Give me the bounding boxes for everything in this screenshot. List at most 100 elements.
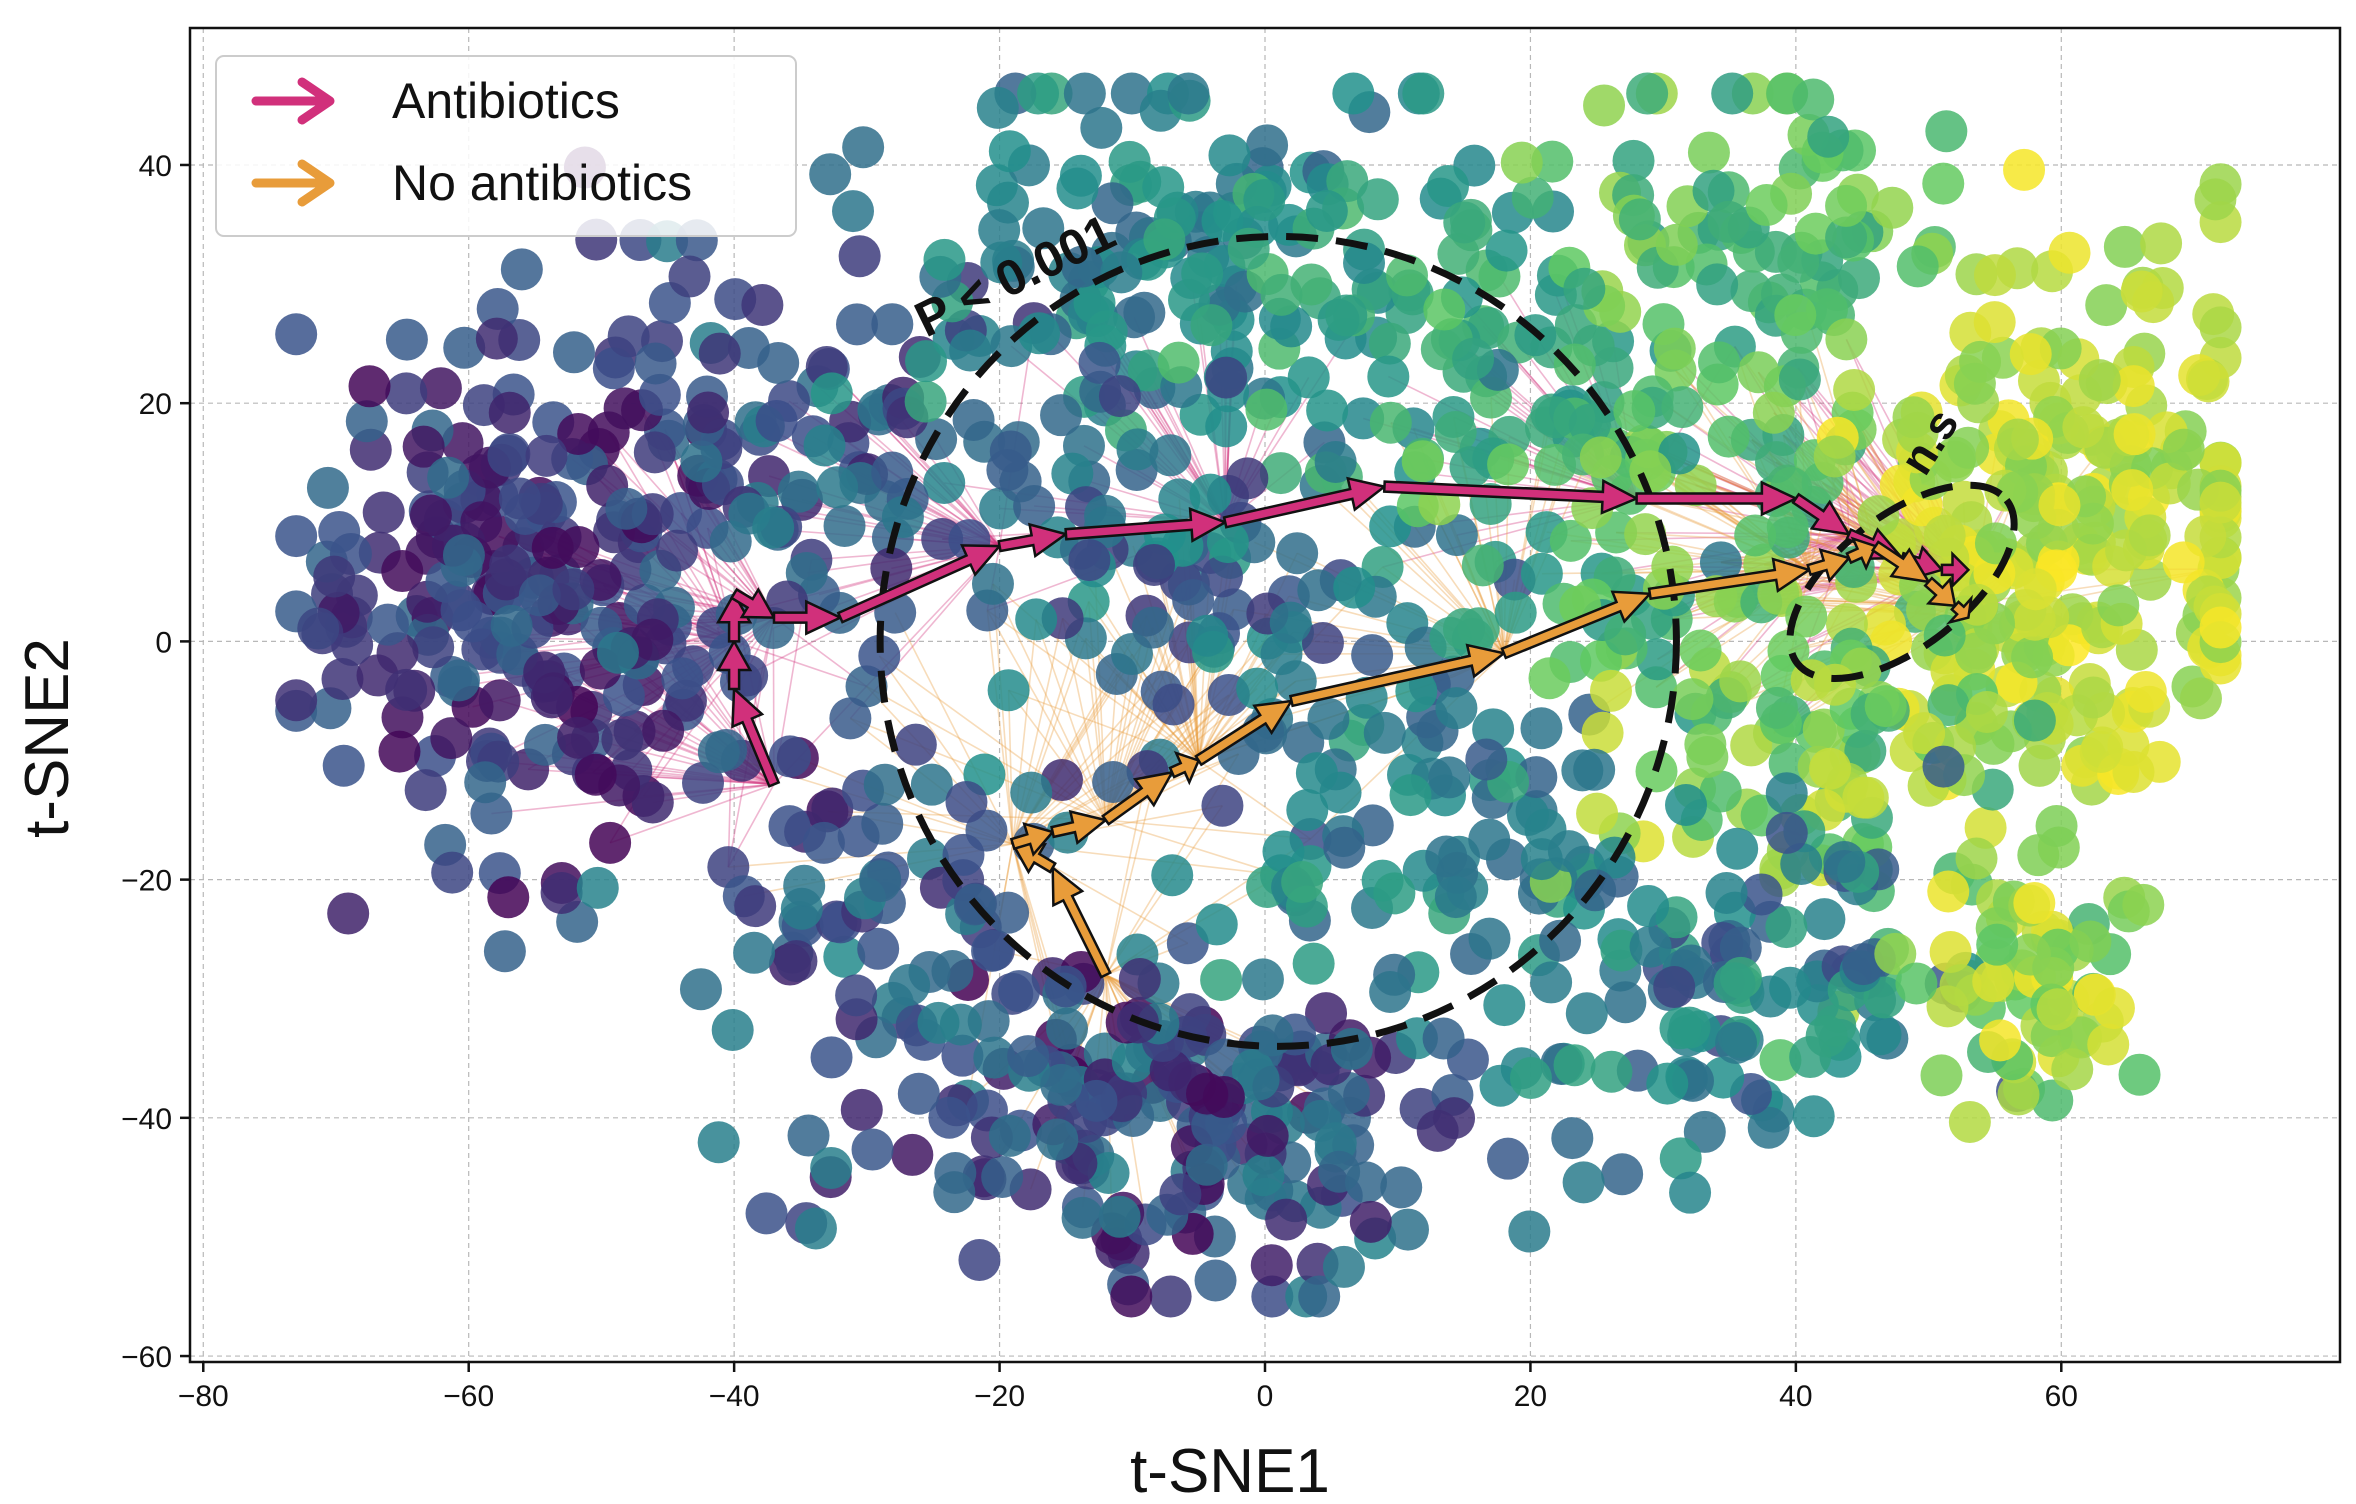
- data-point: [1200, 958, 1243, 1001]
- data-point: [2122, 883, 2165, 926]
- data-point: [2113, 413, 2156, 456]
- data-point: [1226, 457, 1269, 500]
- data-point: [442, 534, 485, 577]
- data-point: [1871, 186, 1914, 229]
- data-point: [297, 607, 340, 650]
- data-point: [1363, 711, 1406, 754]
- data-point: [601, 718, 644, 761]
- data-point: [1927, 870, 1970, 913]
- data-point: [1579, 436, 1622, 479]
- data-point: [552, 568, 595, 611]
- data-point: [1825, 216, 1868, 259]
- data-point: [1626, 72, 1669, 115]
- data-point: [1423, 288, 1466, 331]
- data-point: [1809, 747, 1852, 790]
- data-point: [557, 412, 600, 455]
- data-point: [1752, 391, 1795, 434]
- data-point: [2013, 699, 2056, 742]
- data-point: [1468, 818, 1511, 861]
- data-point: [945, 780, 988, 823]
- data-point: [2179, 677, 2222, 720]
- data-point: [1485, 229, 1528, 272]
- data-point: [1452, 337, 1495, 380]
- y-tick-label: 0: [155, 626, 172, 659]
- data-point: [988, 1114, 1031, 1157]
- data-point: [1367, 355, 1410, 398]
- trajectory-arrow-antibiotics: [1382, 478, 1640, 515]
- data-point: [1333, 566, 1376, 609]
- data-point: [2120, 270, 2163, 313]
- data-point: [1133, 543, 1176, 586]
- data-point: [1661, 386, 1704, 429]
- data-point: [1965, 691, 2008, 734]
- data-point: [1653, 327, 1696, 370]
- y-tick-label: −20: [121, 865, 172, 898]
- data-point: [1298, 1275, 1341, 1318]
- trajectory-arrow-antibiotics: [729, 587, 777, 619]
- x-tick-label: −80: [178, 1380, 229, 1413]
- data-point: [1837, 257, 1880, 300]
- data-point: [1017, 72, 1060, 115]
- data-point: [1531, 140, 1574, 183]
- x-tick-label: 20: [1514, 1380, 1547, 1413]
- data-point: [988, 130, 1031, 173]
- data-point: [1206, 521, 1249, 564]
- data-point: [404, 769, 447, 812]
- data-point: [905, 340, 948, 383]
- data-point: [1401, 440, 1444, 483]
- data-point: [1098, 1195, 1141, 1238]
- data-point: [2031, 1079, 2074, 1122]
- data-point: [1152, 683, 1195, 726]
- data-point: [1747, 1106, 1790, 1149]
- data-point: [275, 313, 318, 356]
- data-point: [698, 332, 741, 375]
- data-point: [1730, 724, 1773, 767]
- data-point: [1402, 72, 1445, 115]
- data-point: [498, 477, 541, 520]
- data-point: [1765, 811, 1808, 854]
- data-point: [1589, 669, 1632, 712]
- data-point: [787, 1114, 830, 1157]
- data-point: [1080, 106, 1123, 149]
- data-point: [697, 731, 740, 774]
- data-point: [1262, 830, 1305, 873]
- data-point: [952, 399, 995, 442]
- data-point: [1997, 1073, 2040, 1116]
- data-point: [2069, 920, 2112, 963]
- data-point: [1922, 745, 1965, 788]
- data-point: [1996, 418, 2039, 461]
- data-point: [1194, 1259, 1237, 1302]
- data-point: [923, 461, 966, 504]
- data-point: [1508, 1210, 1551, 1253]
- data-point: [1343, 241, 1386, 284]
- data-point: [1833, 368, 1876, 411]
- data-point: [809, 153, 852, 196]
- data-point: [894, 723, 937, 766]
- x-tick-label: −60: [443, 1380, 494, 1413]
- data-point: [1323, 826, 1366, 869]
- data-point: [557, 716, 600, 759]
- data-point: [2062, 406, 2105, 449]
- data-point: [851, 1128, 894, 1171]
- data-point: [1246, 1114, 1289, 1157]
- data-point: [524, 723, 567, 766]
- data-point: [1483, 984, 1526, 1027]
- data-point: [1903, 712, 1946, 755]
- data-point: [1260, 273, 1303, 316]
- trajectory-arrow-antibiotics: [836, 544, 1003, 624]
- ellipse-p-value: [876, 232, 1680, 1050]
- data-point: [783, 864, 826, 907]
- data-point: [1583, 84, 1626, 127]
- data-point: [2048, 231, 2091, 274]
- trajectory-arrow-antibiotics: [1940, 550, 1971, 589]
- data-point: [668, 255, 711, 298]
- data-point: [2036, 988, 2079, 1031]
- data-point: [1655, 223, 1698, 266]
- data-point: [1745, 184, 1788, 227]
- data-point: [431, 851, 474, 894]
- data-point: [1205, 356, 1248, 399]
- trajectory-arrow-antibiotics: [731, 686, 781, 788]
- data-point: [487, 876, 530, 919]
- data-point: [1007, 1035, 1050, 1078]
- data-point: [500, 248, 543, 291]
